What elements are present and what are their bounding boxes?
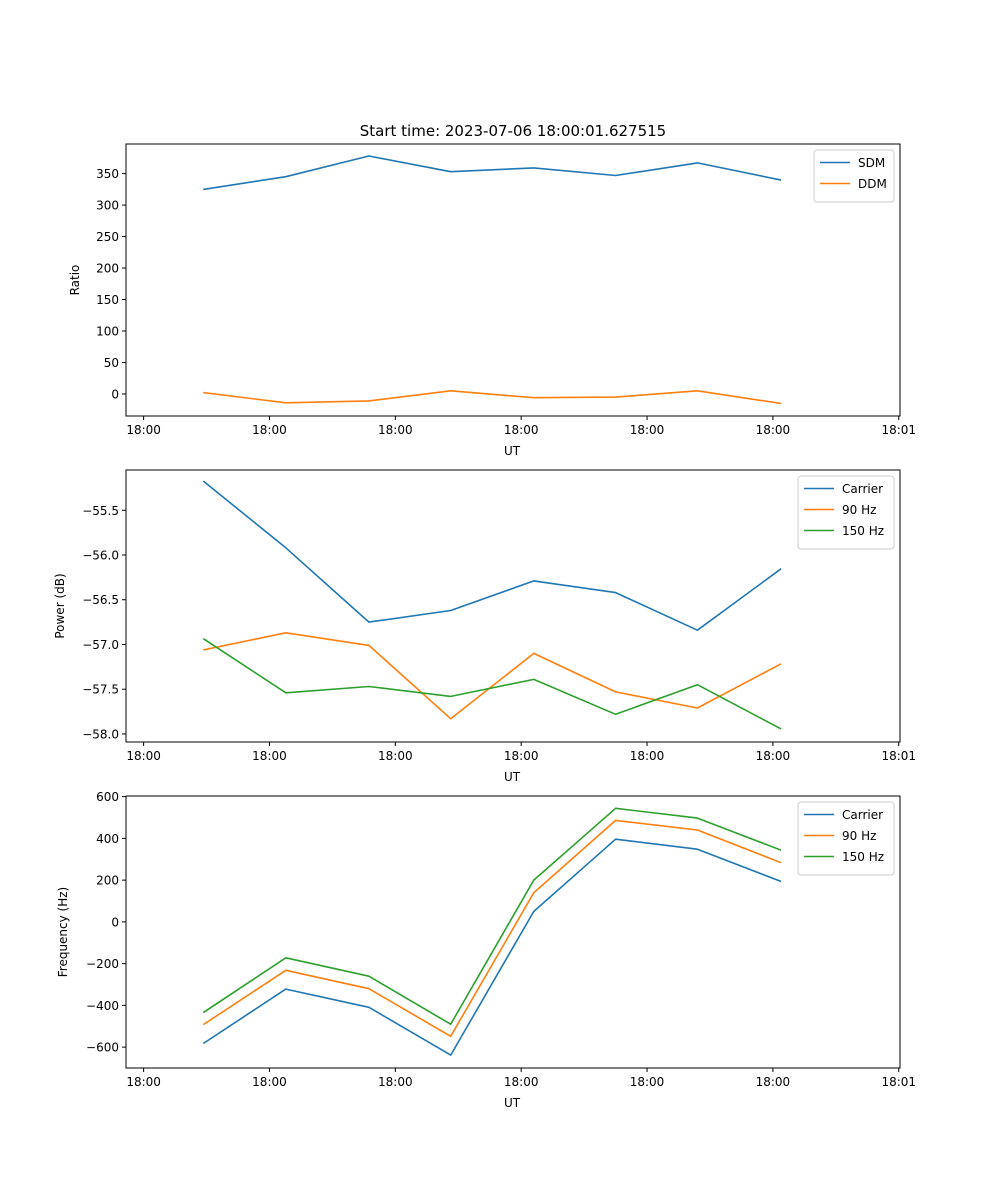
y-tick-label: −57.0 [82, 638, 119, 652]
y-axis-label: Frequency (Hz) [56, 887, 70, 978]
y-tick-label: −55.5 [82, 504, 119, 518]
x-tick-label: 18:00 [126, 423, 161, 437]
y-tick-label: −200 [86, 957, 119, 971]
y-tick-label: 200 [96, 874, 119, 888]
legend-label: DDM [858, 177, 887, 191]
legend-label: Carrier [842, 482, 883, 496]
x-tick-label: 18:01 [881, 749, 916, 763]
y-tick-label: 100 [96, 325, 119, 339]
series-line-ddm [203, 389, 782, 405]
y-tick-label: −600 [86, 1041, 119, 1055]
series-group [203, 155, 782, 405]
x-axis-label: UT [504, 444, 521, 458]
subplots: 18:00 18:00 18:00 18:00 18:00 18:00 18:01 UT 0 50… [53, 143, 916, 1110]
axes-frame [125, 143, 901, 417]
y-tick-label: −58.0 [82, 727, 119, 741]
y-axis-label: Ratio [68, 265, 82, 296]
y-tick-label: 350 [96, 167, 119, 181]
x-tick-label: 18:00 [378, 423, 413, 437]
x-tick-label: 18:00 [756, 749, 791, 763]
y-tick-label: 200 [96, 262, 119, 276]
y-axis-label: Power (dB) [53, 573, 67, 638]
x-tick-label: 18:00 [252, 1075, 287, 1089]
x-tick-label: 18:00 [504, 1075, 539, 1089]
legend-label: 90 Hz [842, 829, 876, 843]
subplot-1: 18:00 18:00 18:00 18:00 18:00 18:00 18:01 UT 0 50… [68, 143, 916, 458]
legend-label: SDM [858, 156, 885, 170]
series-group [202, 807, 782, 1056]
legend: SDM DDM [813, 149, 895, 203]
legend: Carrier 90 Hz 150 Hz [797, 801, 895, 876]
axes-frame [125, 469, 901, 743]
x-axis-label: UT [504, 1096, 521, 1110]
x-tick-label: 18:00 [630, 749, 665, 763]
y-tick-label: −400 [86, 999, 119, 1013]
series-line-sdm [203, 155, 782, 191]
x-axis-label: UT [504, 770, 521, 784]
x-tick-label: 18:00 [378, 749, 413, 763]
x-tick-label: 18:00 [504, 423, 539, 437]
subplot-3: 18:00 18:00 18:00 18:00 18:00 18:00 18:01 UT −60… [56, 790, 916, 1110]
y-tick-label: −56.0 [82, 549, 119, 563]
x-tick-label: 18:01 [881, 423, 916, 437]
y-tick-label: −56.5 [82, 593, 119, 607]
y-tick-label: 300 [96, 199, 119, 213]
series-line-90-hz [202, 819, 782, 1038]
legend-label: 90 Hz [842, 503, 876, 517]
y-tick-label: 250 [96, 230, 119, 244]
series-line-carrier [202, 480, 782, 632]
x-tick-label: 18:00 [252, 749, 287, 763]
y-tick-label: 150 [96, 293, 119, 307]
legend-label: 150 Hz [842, 524, 884, 538]
chart-title: Start time: 2023-07-06 18:00:01.627515 [360, 122, 666, 140]
y-tick-label: 0 [111, 387, 119, 401]
x-tick-label: 18:00 [756, 1075, 791, 1089]
series-line-90-hz [203, 631, 782, 720]
legend: Carrier 90 Hz 150 Hz [797, 475, 895, 550]
legend-label: Carrier [842, 808, 883, 822]
axes-frame [125, 795, 901, 1069]
y-tick-label: −57.5 [82, 683, 119, 697]
x-tick-label: 18:00 [252, 423, 287, 437]
y-tick-label: 600 [96, 790, 119, 804]
x-tick-label: 18:00 [630, 1075, 665, 1089]
series-line-150-hz [202, 637, 782, 730]
legend-label: 150 Hz [842, 850, 884, 864]
x-tick-label: 18:00 [126, 749, 161, 763]
x-tick-label: 18:01 [881, 1075, 916, 1089]
x-tick-label: 18:00 [504, 749, 539, 763]
y-tick-label: 50 [104, 356, 119, 370]
series-line-150-hz [202, 807, 782, 1025]
x-tick-label: 18:00 [126, 1075, 161, 1089]
subplot-2: 18:00 18:00 18:00 18:00 18:00 18:00 18:01 UT −58… [53, 469, 916, 784]
x-tick-label: 18:00 [630, 423, 665, 437]
series-line-carrier [202, 838, 782, 1056]
x-tick-label: 18:00 [756, 423, 791, 437]
y-tick-label: 400 [96, 832, 119, 846]
series-group [202, 480, 782, 730]
y-tick-label: 0 [111, 915, 119, 929]
x-tick-label: 18:00 [378, 1075, 413, 1089]
